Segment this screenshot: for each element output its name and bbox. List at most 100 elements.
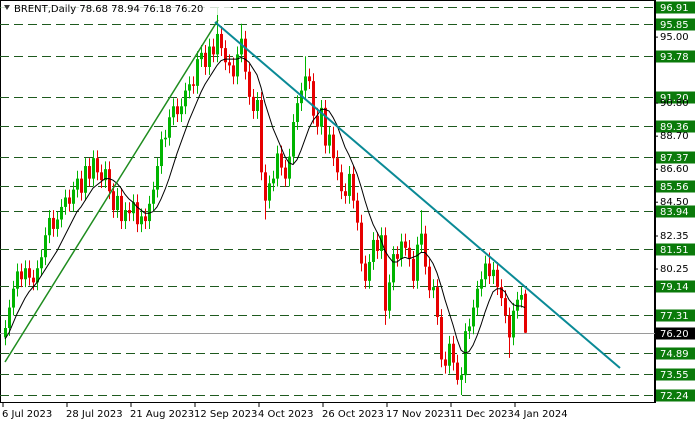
candle-body [332,134,335,159]
level-box [656,151,695,164]
candle-body [112,191,115,211]
candle-body [320,107,323,127]
candle-body [184,90,187,107]
candle-body [84,166,87,193]
candle-body [216,33,219,55]
candle-body [52,217,55,229]
candle-body [256,100,259,112]
candle-body [124,210,127,222]
candle-body [232,65,235,77]
candle-body [400,241,403,259]
level-box [656,1,695,14]
candle-body [92,158,95,179]
candle-body [260,100,263,173]
candle-body [140,216,143,225]
chart-title: BRENT,Daily 78.68 78.94 76.18 76.20 [14,4,203,15]
y-tick-label: 82.35 [660,231,689,242]
candle-body [392,254,395,283]
candle-body [172,106,175,118]
level-label: 95.85 [660,20,689,31]
candle-body [344,191,347,196]
level-label: 74.89 [660,349,689,360]
candle-body [160,139,163,167]
candle-body [24,268,27,280]
x-tick-label: 6 Jul 2023 [2,409,52,420]
candle-body [248,71,251,97]
y-tick-label: 80.25 [660,264,689,275]
title-icon [4,5,10,10]
candle-body [340,172,343,192]
candle-body [40,257,43,269]
candle-body [448,343,451,366]
candle-body [80,178,83,193]
candle-body [8,307,11,328]
candle-body [312,81,315,116]
candle-body [480,279,483,289]
x-tick-label: 17 Nov 2023 [386,409,450,420]
candle-body [268,183,271,201]
candle-body [28,268,31,278]
candle-body [508,315,511,338]
level-label: 91.20 [660,93,689,104]
candle-body [132,202,135,214]
level-box [656,91,695,104]
x-tick-label: 4 Oct 2023 [258,409,313,420]
candle-body [492,269,495,277]
candle-body [12,288,15,308]
candle-body [500,287,503,299]
candle-body [444,359,447,366]
candle-body [496,269,499,288]
candle-body [276,153,279,179]
candle-body [128,210,131,214]
level-label: 83.94 [660,207,689,218]
candle-body [212,46,215,55]
candle-body [64,197,67,207]
candle-body [204,52,207,67]
candle-body [100,172,103,181]
candle-body [316,115,319,127]
level-label: 96.91 [660,3,689,14]
candle-body [188,84,191,91]
x-tick-label: 21 Aug 2023 [130,409,194,420]
candle-body [264,172,267,201]
candle-body [376,239,379,251]
candle-body [196,59,199,86]
candle-body [60,206,63,220]
candle-body [468,326,471,332]
y-tick-label: 88.70 [660,131,689,142]
candle-body [484,263,487,280]
candle-body [368,261,371,281]
candle-body [228,62,231,66]
x-tick-label: 26 Oct 2023 [322,409,384,420]
candle-body [272,178,275,184]
candle-body [44,235,47,258]
candle-body [104,169,107,181]
x-tick-label: 11 Dec 2023 [450,409,514,420]
candle-body [36,268,39,283]
candle-body [472,307,475,327]
candle-body [284,167,287,179]
candle-body [488,263,491,277]
candle-body [356,200,359,223]
candle-body [280,153,283,168]
candle-body [412,258,415,281]
moving-average [4,57,526,354]
candle-body [432,287,435,291]
candle-body [208,46,211,67]
candle-body [120,195,123,222]
candle-body [512,310,515,338]
candle-body [76,178,79,190]
level-box [656,18,695,31]
candle-body [72,189,75,204]
candle-body [116,195,119,211]
candle-body [364,263,367,281]
candle-body [440,316,443,360]
level-label: 77.31 [660,311,689,322]
candle-body [416,244,419,281]
level-label: 72.24 [660,391,689,402]
level-box [656,347,695,360]
candle-body [408,247,411,259]
candle-body [428,266,431,291]
level-box [656,309,695,322]
